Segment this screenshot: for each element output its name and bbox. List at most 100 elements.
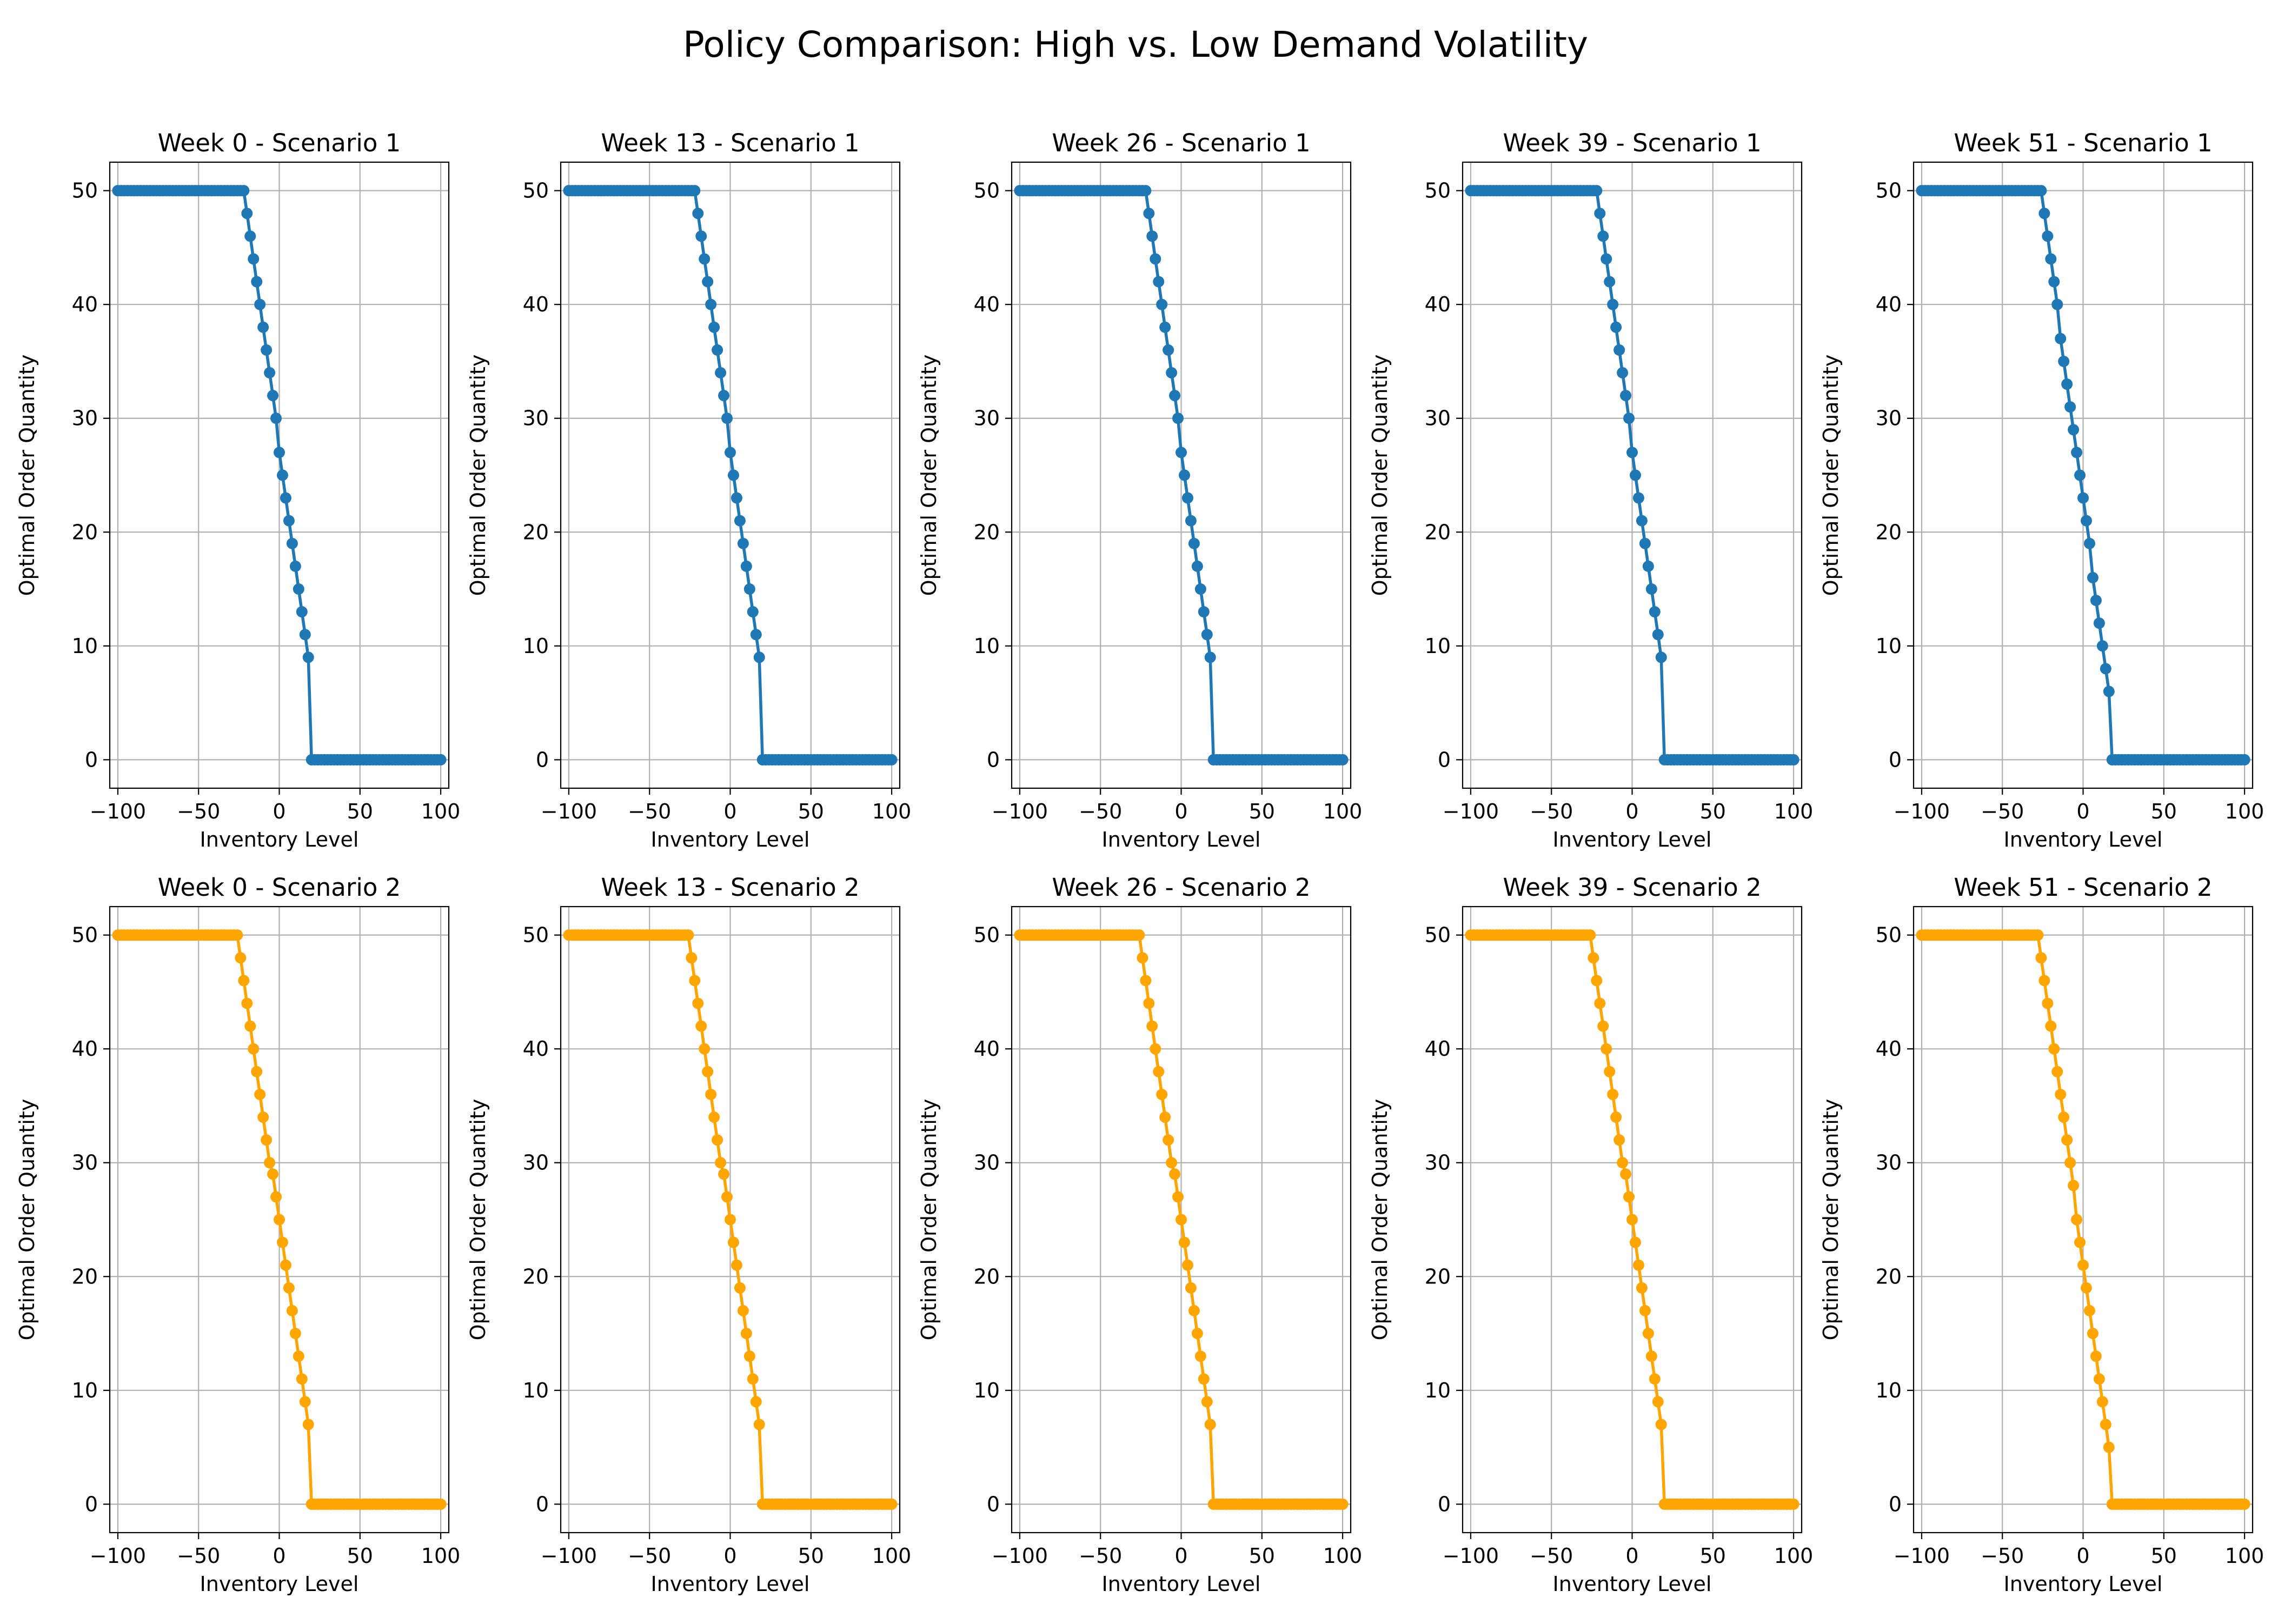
y-tick-label: 0	[1438, 748, 1451, 771]
data-point	[2048, 1043, 2060, 1055]
data-point	[235, 952, 247, 964]
data-point	[276, 1236, 288, 1248]
data-point	[296, 606, 308, 618]
data-point	[1176, 1214, 1187, 1226]
x-tick-label: 50	[798, 1544, 824, 1568]
x-tick-label: 50	[1700, 1544, 1726, 1568]
data-point	[886, 1498, 898, 1510]
x-tick-label: 50	[2151, 800, 2177, 823]
y-tick-label: 10	[974, 1379, 1000, 1402]
subplot-title: Week 13 - Scenario 1	[601, 129, 859, 157]
data-point	[718, 1168, 730, 1180]
data-point	[2035, 952, 2047, 964]
data-point	[1652, 1396, 1664, 1408]
data-point	[283, 1282, 295, 1294]
subplot-title: Week 26 - Scenario 1	[1052, 129, 1310, 157]
data-point	[1636, 515, 1648, 527]
data-point	[1166, 367, 1178, 379]
data-point	[257, 321, 269, 333]
data-point	[2042, 230, 2054, 242]
y-tick-label: 10	[523, 634, 549, 658]
y-tick-label: 50	[974, 179, 1000, 203]
y-tick-label: 50	[72, 923, 98, 947]
data-point	[289, 560, 301, 572]
y-tick-label: 30	[974, 1151, 1000, 1175]
data-point	[267, 390, 279, 402]
x-tick-label: 0	[273, 1544, 285, 1568]
y-tick-label: 0	[1889, 1492, 1902, 1516]
data-point	[712, 344, 723, 356]
data-point	[435, 754, 447, 766]
data-point	[725, 447, 736, 458]
data-point	[1632, 492, 1644, 504]
data-point	[740, 560, 752, 572]
y-tick-label: 30	[72, 1151, 98, 1175]
x-tick-label: −100	[1894, 1544, 1950, 1568]
data-point	[750, 629, 762, 641]
data-point	[1181, 1259, 1193, 1271]
data-point	[1143, 208, 1155, 219]
data-point	[718, 390, 730, 402]
data-point	[1642, 560, 1654, 572]
data-point	[1613, 1134, 1625, 1146]
x-tick-label: 100	[1774, 800, 1814, 823]
data-point	[727, 469, 739, 481]
data-point	[1140, 975, 1152, 987]
y-tick-label: 30	[1425, 1151, 1451, 1175]
x-axis-label: Inventory Level	[1553, 828, 1712, 851]
y-axis-label: Optimal Order Quantity	[15, 355, 39, 596]
data-point	[1146, 1020, 1158, 1032]
y-tick-label: 0	[987, 1492, 1000, 1516]
data-point	[2077, 1259, 2089, 1271]
x-tick-label: −100	[541, 1544, 597, 1568]
y-axis-label: Optimal Order Quantity	[917, 355, 941, 596]
y-tick-label: 20	[1425, 1264, 1451, 1288]
data-point	[1143, 997, 1155, 1009]
y-tick-label: 20	[974, 1264, 1000, 1288]
x-tick-label: 100	[872, 800, 912, 823]
data-point	[251, 276, 263, 288]
data-point	[1604, 276, 1616, 288]
data-point	[2083, 1304, 2095, 1316]
data-point	[1588, 952, 1599, 964]
data-point	[238, 975, 250, 987]
data-point	[1610, 1111, 1622, 1123]
data-point	[299, 1396, 311, 1408]
y-tick-label: 30	[1876, 1151, 1902, 1175]
data-point	[1591, 975, 1603, 987]
x-tick-label: −100	[90, 800, 146, 823]
data-point	[1153, 276, 1165, 288]
data-point	[264, 367, 276, 379]
x-axis-label: Inventory Level	[200, 1572, 359, 1596]
y-axis-label: Optimal Order Quantity	[1368, 1099, 1392, 1341]
data-point	[2103, 685, 2115, 697]
data-point	[1188, 537, 1200, 549]
data-point	[695, 1020, 707, 1032]
subplot-2: −100 −50 0 50 100 0 10 20 30 40 50 Week 13 - Scenar…	[466, 129, 911, 851]
data-point	[2074, 469, 2086, 481]
y-axis-label: Optimal Order Quantity	[1819, 355, 1843, 596]
data-point	[1185, 515, 1197, 527]
subplot-6: −100 −50 0 50 100 0 10 20 30 40 50 Week 0 - Scenari…	[15, 873, 460, 1596]
y-tick-label: 30	[72, 407, 98, 430]
data-point	[2087, 1328, 2099, 1340]
data-point	[1584, 929, 1596, 941]
y-tick-label: 50	[974, 923, 1000, 947]
data-point	[302, 1419, 314, 1430]
subplot-5: −100 −50 0 50 100 0 10 20 30 40 50 Week 51 - Scenar…	[1819, 129, 2264, 851]
x-tick-label: −50	[1981, 1544, 2024, 1568]
data-point	[2239, 754, 2250, 766]
y-tick-label: 20	[974, 520, 1000, 544]
x-tick-label: 100	[1323, 800, 1363, 823]
y-axis-label: Optimal Order Quantity	[1819, 1099, 1843, 1341]
data-point	[715, 1157, 727, 1169]
x-tick-label: 50	[1249, 1544, 1275, 1568]
data-point	[1645, 583, 1657, 595]
x-tick-label: −50	[177, 800, 220, 823]
y-tick-label: 30	[974, 407, 1000, 430]
data-point	[1337, 754, 1349, 766]
y-axis-label: Optimal Order Quantity	[1368, 355, 1392, 596]
y-tick-label: 10	[72, 1379, 98, 1402]
